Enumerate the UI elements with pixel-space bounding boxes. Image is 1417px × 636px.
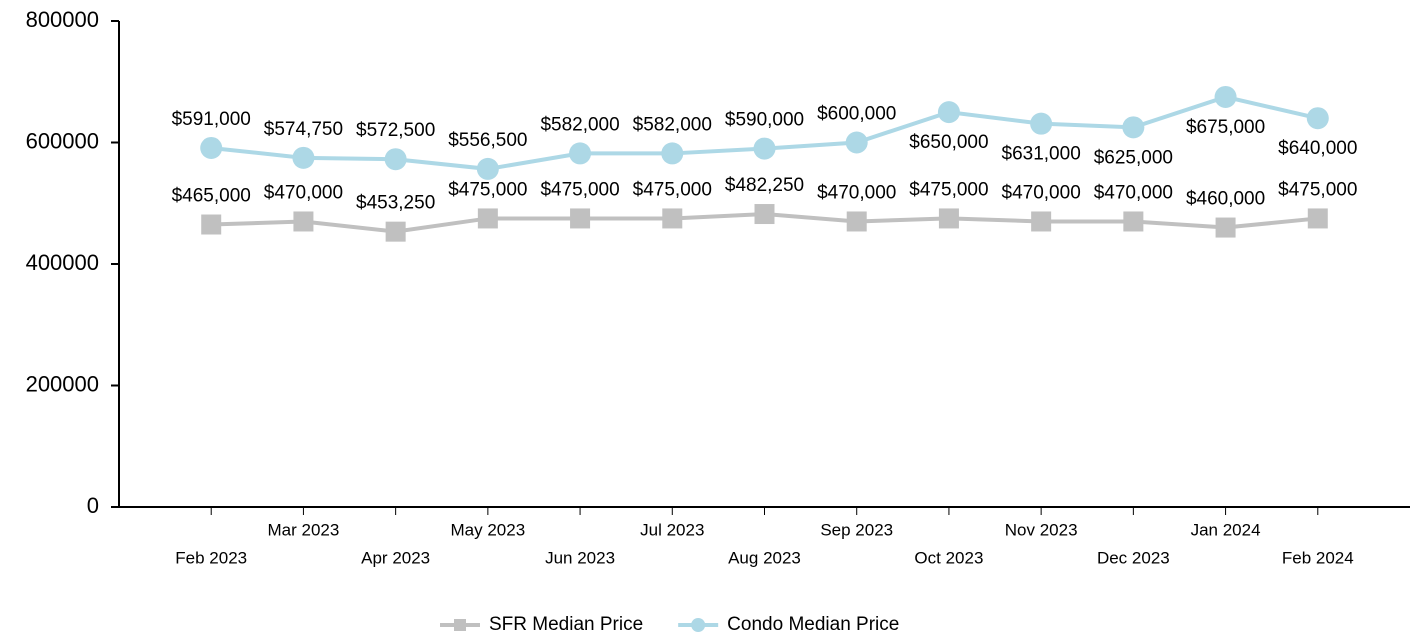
- data-label: $475,000: [448, 179, 527, 200]
- data-point: [569, 142, 592, 165]
- data-point: [661, 142, 684, 165]
- data-point: [385, 221, 406, 242]
- x-tick-label: Apr 2023: [361, 548, 430, 567]
- data-point: [201, 214, 222, 235]
- data-point: [1122, 116, 1145, 139]
- x-tick-label: Feb 2024: [1282, 548, 1354, 567]
- data-label: $600,000: [817, 104, 896, 125]
- legend-marker: [454, 619, 466, 631]
- x-tick-label: Mar 2023: [268, 520, 340, 539]
- data-point: [292, 146, 315, 169]
- y-tick-label: 400000: [26, 250, 99, 275]
- data-point: [1030, 112, 1053, 135]
- x-tick-label: Sep 2023: [820, 520, 893, 539]
- data-point: [1307, 208, 1328, 229]
- series: $591,000 $574,750 $572,500 $556,500 $582,000…: [172, 85, 1357, 180]
- y-tick-label: 0: [87, 493, 99, 518]
- legend-label: SFR Median Price: [489, 614, 643, 635]
- legend-item: Condo Median Price: [678, 614, 899, 635]
- legend-label: Condo Median Price: [727, 614, 899, 635]
- data-label: $470,000: [1094, 182, 1173, 203]
- data-point: [1215, 217, 1236, 238]
- data-point: [1214, 85, 1237, 108]
- data-point: [1123, 211, 1144, 232]
- x-tick-label: Oct 2023: [914, 548, 983, 567]
- data-label: $650,000: [909, 132, 988, 153]
- x-tick-label: Nov 2023: [1005, 520, 1078, 539]
- data-point: [754, 204, 775, 225]
- data-label: $470,000: [1002, 182, 1081, 203]
- data-label: $574,750: [264, 119, 343, 140]
- data-label: $475,000: [1278, 179, 1357, 200]
- data-label: $591,000: [172, 109, 251, 130]
- data-point: [937, 101, 960, 124]
- data-point: [200, 136, 223, 159]
- x-tick-label: Jul 2023: [640, 520, 704, 539]
- data-point: [477, 208, 498, 229]
- data-label: $453,250: [356, 193, 435, 214]
- data-point: [845, 131, 868, 154]
- data-label: $631,000: [1002, 144, 1081, 165]
- legend-item: SFR Median Price: [440, 614, 643, 635]
- data-label: $625,000: [1094, 147, 1173, 168]
- data-label: $470,000: [264, 182, 343, 203]
- series: $465,000 $470,000 $453,250 $475,000 $475,000…: [172, 175, 1357, 242]
- data-point: [476, 157, 499, 180]
- data-point: [1031, 211, 1052, 232]
- data-label: $475,000: [909, 179, 988, 200]
- data-label: $572,500: [356, 120, 435, 141]
- y-tick-label: 600000: [26, 128, 99, 153]
- data-label: $475,000: [633, 179, 712, 200]
- x-tick-label: Feb 2023: [175, 548, 247, 567]
- data-label: $470,000: [817, 182, 896, 203]
- data-point: [570, 208, 591, 229]
- data-label: $640,000: [1278, 138, 1357, 159]
- data-label: $675,000: [1186, 117, 1265, 138]
- data-point: [938, 208, 959, 229]
- data-label: $465,000: [172, 186, 251, 207]
- x-tick-label: Aug 2023: [728, 548, 801, 567]
- data-point: [1306, 107, 1329, 130]
- x-tick-label: May 2023: [451, 520, 526, 539]
- y-tick-label: 800000: [26, 7, 99, 32]
- data-point: [753, 137, 776, 160]
- data-point: [846, 211, 867, 232]
- data-label: $582,000: [540, 114, 619, 135]
- data-label: $590,000: [725, 110, 804, 131]
- x-tick-label: Jun 2023: [545, 548, 615, 567]
- data-point: [293, 211, 314, 232]
- x-tick-label: Jan 2024: [1191, 520, 1261, 539]
- data-label: $556,500: [448, 130, 527, 151]
- data-label: $582,000: [633, 114, 712, 135]
- data-label: $482,250: [725, 175, 804, 196]
- y-tick-label: 200000: [26, 371, 99, 396]
- legend-marker: [691, 618, 706, 632]
- data-point: [384, 148, 407, 171]
- data-label: $460,000: [1186, 189, 1265, 210]
- data-point: [662, 208, 683, 229]
- x-tick-label: Dec 2023: [1097, 548, 1170, 567]
- data-label: $475,000: [540, 179, 619, 200]
